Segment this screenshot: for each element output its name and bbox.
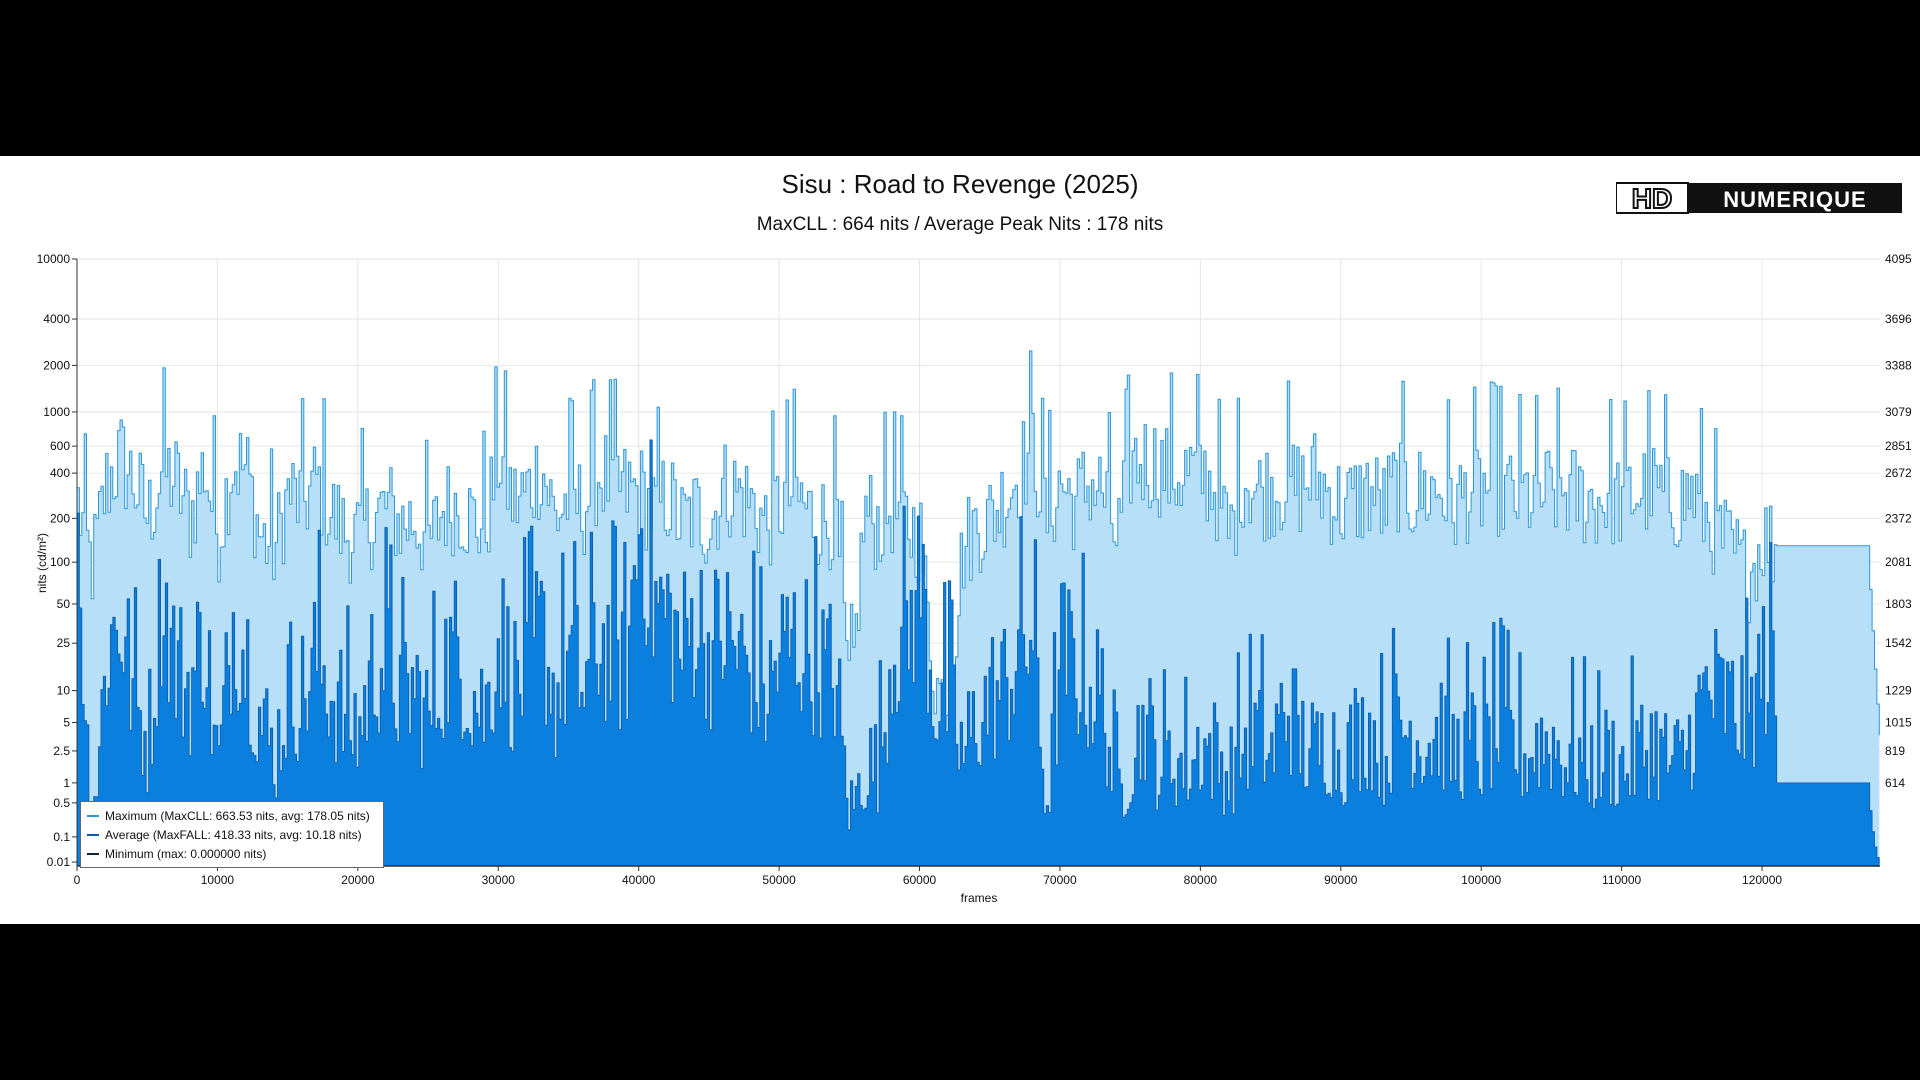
- legend-item-maximum: Maximum (MaxCLL: 663.53 nits, avg: 178.0…: [81, 806, 383, 825]
- y-tick-label: 0.01: [47, 855, 71, 869]
- y-tick-label: 5: [63, 716, 70, 730]
- chart-panel: 0.01 0.1 0.5 1 2.5 5 10 25 50 100 200 400 600 1000 200…: [0, 156, 1920, 924]
- x-tick-label: 60000: [903, 873, 937, 887]
- x-tick-label: 20000: [341, 873, 375, 887]
- legend-label-average: Average (MaxFALL: 418.33 nits, avg: 10.1…: [105, 827, 362, 842]
- x-tick-label: 100000: [1461, 873, 1501, 887]
- x-axis-title: frames: [961, 891, 998, 905]
- x-tick-label: 0: [74, 873, 81, 887]
- x-tick-label: 40000: [622, 873, 656, 887]
- legend-label-minimum: Minimum (max: 0.000000 nits): [105, 846, 267, 861]
- y-tick-label: 2000: [43, 358, 70, 372]
- right-tick-label: 2672: [1885, 466, 1912, 480]
- right-tick-label: 1542: [1885, 636, 1912, 650]
- y-axis-title: nits (cd/m²): [35, 533, 49, 593]
- right-tick-label: 3388: [1885, 358, 1912, 372]
- y-tick-label: 50: [57, 597, 71, 611]
- chart-title: Sisu : Road to Revenge (2025): [781, 169, 1139, 199]
- y-tick-label: 200: [50, 511, 70, 525]
- y-tick-label: 1000: [43, 405, 70, 419]
- series-layer: [76, 350, 1880, 867]
- legend-swatch-maximum: [87, 814, 99, 817]
- series-average-line: [76, 439, 1880, 865]
- right-tick-label: 3696: [1885, 312, 1912, 326]
- axes: 0.01 0.1 0.5 1 2.5 5 10 25 50 100 200 400 600 1000 200…: [37, 252, 1912, 887]
- hd-numerique-logo: HD NUMERIQUE: [1616, 182, 1902, 215]
- y-tick-label: 10: [57, 684, 71, 698]
- right-tick-label: 614: [1885, 776, 1905, 790]
- x-tick-label: 110000: [1602, 873, 1641, 887]
- y-tick-label: 25: [57, 636, 71, 650]
- right-tick-label: 819: [1885, 744, 1905, 758]
- chart-subtitle: MaxCLL : 664 nits / Average Peak Nits : …: [756, 214, 1164, 235]
- x-tick-label: 50000: [762, 873, 796, 887]
- right-tick-label: 1015: [1885, 716, 1912, 730]
- x-tick-label: 30000: [482, 873, 516, 887]
- legend-swatch-average: [87, 833, 99, 836]
- y-tick-label: 100: [50, 555, 70, 569]
- x-tick-label: 70000: [1043, 873, 1077, 887]
- right-tick-label: 4095: [1885, 252, 1912, 266]
- legend-item-average: Average (MaxFALL: 418.33 nits, avg: 10.1…: [81, 825, 383, 844]
- svg-text:HD: HD: [1632, 183, 1672, 214]
- y-tick-label: 10000: [37, 252, 71, 266]
- x-tick-label: 120000: [1742, 873, 1782, 887]
- x-tick-label: 10000: [201, 873, 235, 887]
- legend-label-maximum: Maximum (MaxCLL: 663.53 nits, avg: 178.0…: [105, 808, 370, 823]
- y-tick-label: 2.5: [53, 744, 70, 758]
- right-tick-label: 3079: [1885, 405, 1912, 419]
- right-tick-label: 2372: [1885, 511, 1912, 525]
- right-tick-label: 1803: [1885, 597, 1912, 611]
- legend-item-minimum: Minimum (max: 0.000000 nits): [81, 844, 383, 863]
- series-average-area: [77, 439, 1880, 866]
- y-tick-label: 600: [50, 439, 70, 453]
- x-tick-label: 80000: [1184, 873, 1218, 887]
- plot-area: 0.01 0.1 0.5 1 2.5 5 10 25 50 100 200 400 600 1000 200…: [35, 252, 1912, 905]
- right-tick-label: 2081: [1885, 555, 1912, 569]
- right-tick-label: 2851: [1885, 439, 1912, 453]
- y-tick-label: 4000: [43, 312, 70, 326]
- y-tick-label: 0.5: [53, 796, 70, 810]
- y-tick-label: 0.1: [53, 830, 70, 844]
- x-tick-label: 90000: [1324, 873, 1358, 887]
- svg-text:NUMERIQUE: NUMERIQUE: [1723, 187, 1866, 212]
- right-tick-label: 1229: [1885, 684, 1912, 698]
- legend: Maximum (MaxCLL: 663.53 nits, avg: 178.0…: [80, 801, 384, 868]
- y-tick-label: 1: [63, 776, 70, 790]
- legend-swatch-minimum: [87, 852, 99, 855]
- y-tick-label: 400: [50, 466, 70, 480]
